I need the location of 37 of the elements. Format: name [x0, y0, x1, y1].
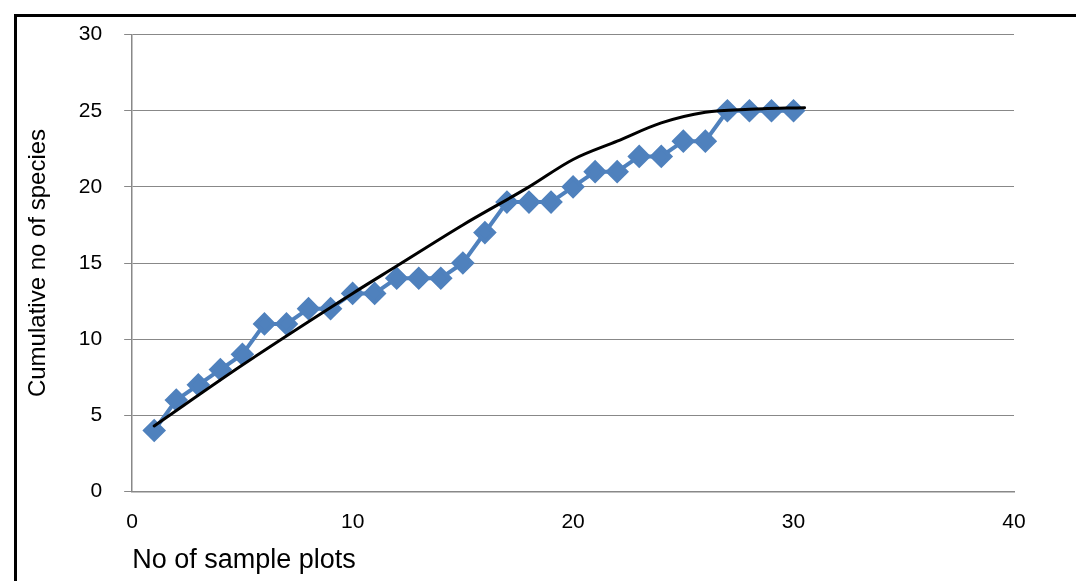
- x-tick-label: 0: [126, 508, 138, 532]
- point: [385, 267, 408, 290]
- y-tick-label: 5: [90, 402, 103, 426]
- y-tick-label: 0: [90, 478, 103, 502]
- y-tick-label: 20: [78, 173, 103, 197]
- point: [209, 358, 232, 381]
- point: [562, 175, 585, 198]
- y-tick-label: 30: [78, 21, 103, 45]
- point: [407, 267, 430, 290]
- x-tick-label: 30: [781, 508, 806, 532]
- x-tick-label: 20: [561, 508, 585, 532]
- point: [672, 130, 695, 153]
- x-tick-label: 10: [340, 508, 365, 532]
- point: [297, 297, 320, 320]
- point: [650, 145, 673, 168]
- point: [473, 221, 496, 244]
- point: [275, 312, 298, 335]
- y-tick-label: 10: [78, 325, 103, 349]
- point: [143, 419, 166, 442]
- point: [584, 160, 607, 183]
- x-tick-label: 40: [1002, 508, 1026, 532]
- point: [187, 373, 210, 396]
- y-tick-label: 15: [78, 249, 103, 273]
- y-tick-label: 25: [78, 97, 103, 121]
- point: [253, 312, 276, 335]
- point: [231, 343, 254, 366]
- point: [429, 267, 452, 290]
- x-axis-title: No of sample plots: [132, 544, 356, 575]
- point: [540, 191, 563, 214]
- point: [694, 130, 717, 153]
- point: [165, 389, 188, 412]
- point: [628, 145, 651, 168]
- point: [363, 282, 386, 305]
- point: [451, 252, 474, 274]
- y-axis-title: Cumulative no of species: [23, 128, 51, 398]
- point: [606, 160, 629, 183]
- point: [517, 191, 540, 214]
